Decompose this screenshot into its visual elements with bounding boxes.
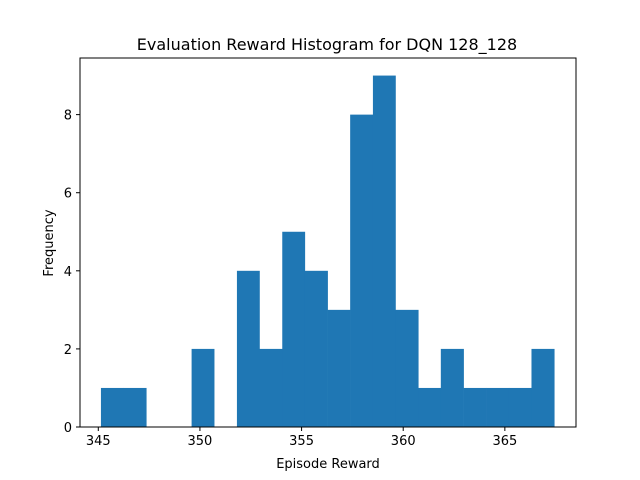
x-tick-label: 360 bbox=[391, 434, 416, 449]
histogram-bar-16 bbox=[463, 387, 487, 427]
x-tick-label: 365 bbox=[492, 434, 517, 449]
histogram-bar-0 bbox=[100, 387, 124, 427]
histogram-bar-7 bbox=[259, 348, 283, 427]
x-ticks: 345 350 355 360 365 bbox=[86, 427, 517, 449]
histogram-bar-6 bbox=[236, 270, 260, 427]
y-tick-label: 0 bbox=[64, 421, 72, 436]
histogram-bar-17 bbox=[486, 387, 510, 427]
bars-group bbox=[100, 75, 555, 428]
y-ticks: 0 2 4 6 8 bbox=[64, 109, 80, 436]
histogram-bar-13 bbox=[395, 309, 419, 427]
x-tick-label: 350 bbox=[188, 434, 213, 449]
histogram-bar-10 bbox=[327, 309, 351, 427]
y-tick-label: 8 bbox=[64, 109, 72, 124]
x-axis-label: Episode Reward bbox=[276, 457, 380, 472]
histogram-bar-9 bbox=[304, 270, 328, 427]
y-tick-label: 6 bbox=[64, 187, 72, 202]
y-tick-label: 4 bbox=[64, 265, 72, 280]
plot-frame bbox=[79, 57, 577, 428]
histogram-bar-12 bbox=[372, 75, 396, 427]
chart-title: Evaluation Reward Histogram for DQN 128_… bbox=[137, 35, 517, 55]
histogram-bar-18 bbox=[508, 387, 532, 427]
histogram-bar-19 bbox=[531, 348, 555, 427]
x-tick-label: 355 bbox=[289, 434, 314, 449]
y-tick-label: 2 bbox=[64, 343, 72, 358]
histogram-bar-15 bbox=[440, 348, 464, 427]
histogram-bar-8 bbox=[282, 231, 306, 427]
y-axis-label: Frequency bbox=[42, 209, 57, 276]
histogram-bar-14 bbox=[418, 387, 442, 427]
histogram-bar-11 bbox=[350, 114, 374, 428]
x-tick-label: 345 bbox=[86, 434, 111, 449]
histogram-bar-4 bbox=[191, 348, 215, 427]
histogram-bar-1 bbox=[123, 387, 147, 427]
